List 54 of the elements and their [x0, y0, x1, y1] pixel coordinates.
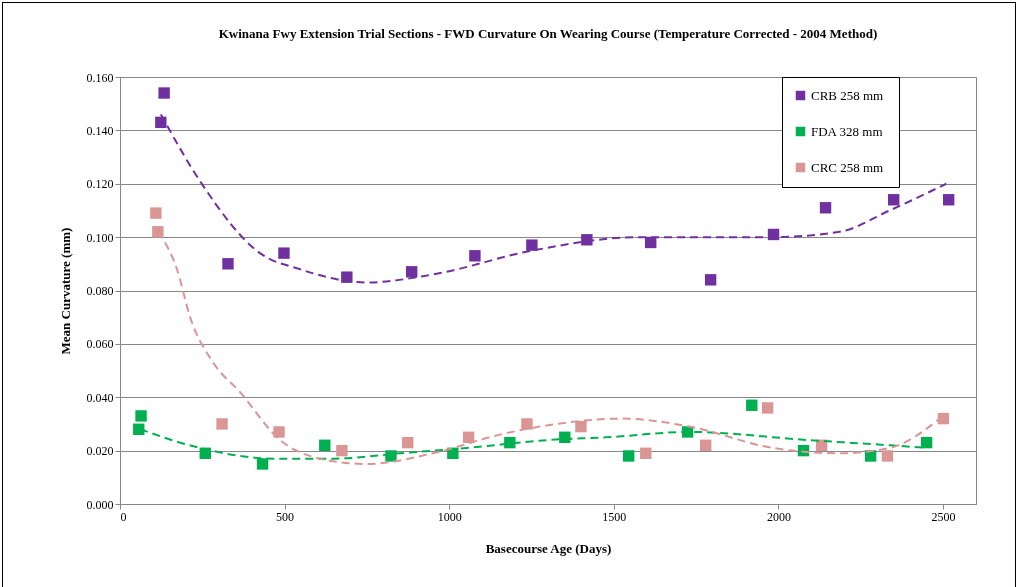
legend-label: CRC 258 mm [811, 159, 884, 175]
x-tick-label: 1500 [602, 509, 627, 524]
point [942, 194, 955, 206]
point [273, 426, 285, 438]
y-tick-label: 0.080 [86, 284, 114, 298]
legend-label: FDA 328 mm [811, 123, 883, 139]
point [336, 444, 348, 457]
point [385, 450, 397, 462]
y-tick-label: 0.100 [86, 230, 114, 245]
x-tick-label: 2500 [931, 509, 956, 524]
y-tick-label: 0.020 [86, 444, 114, 459]
point [504, 436, 516, 449]
point [256, 458, 269, 470]
y-axis-title: Mean Curvature (mm) [57, 227, 73, 355]
point [278, 247, 290, 259]
point [216, 418, 228, 430]
point [881, 450, 894, 462]
point [526, 239, 538, 251]
point [406, 266, 418, 278]
legend-label: CRB 258 mm [811, 87, 884, 103]
point [152, 226, 164, 238]
x-tick-label: 1000 [437, 509, 462, 524]
point [575, 420, 587, 433]
y-tick-label: 0.060 [86, 337, 114, 352]
y-tick-label: 0.000 [86, 497, 114, 512]
point [341, 271, 353, 283]
point [158, 87, 170, 99]
y-tick-label: 0.120 [86, 177, 114, 192]
x-axis-title: Basecourse Age (Days) [485, 540, 612, 556]
point [222, 258, 234, 270]
point [469, 250, 481, 262]
y-tick-label: 0.040 [86, 390, 114, 405]
point [155, 116, 167, 129]
point [135, 410, 147, 422]
point [521, 418, 533, 430]
point [920, 436, 933, 449]
y-tick-label: 0.160 [86, 70, 114, 85]
point [761, 402, 774, 414]
chart-title: Kwinana Fwy Extension Trial Sections - FWD Curvature On Wearing Course (Temperature Corrected - 2004 Method) [218, 26, 878, 41]
x-tick-label: 500 [276, 509, 295, 524]
point [150, 207, 162, 219]
point [640, 447, 652, 459]
x-tick-label: 2000 [766, 509, 791, 524]
point [622, 450, 635, 462]
point [746, 399, 758, 411]
y-tick-label: 0.140 [86, 123, 114, 138]
point [819, 202, 832, 214]
point [319, 439, 331, 451]
point [402, 436, 414, 449]
point [700, 439, 712, 451]
point [887, 194, 900, 206]
x-tick-label: 0 [120, 509, 127, 524]
point [581, 234, 593, 246]
point [704, 274, 717, 286]
